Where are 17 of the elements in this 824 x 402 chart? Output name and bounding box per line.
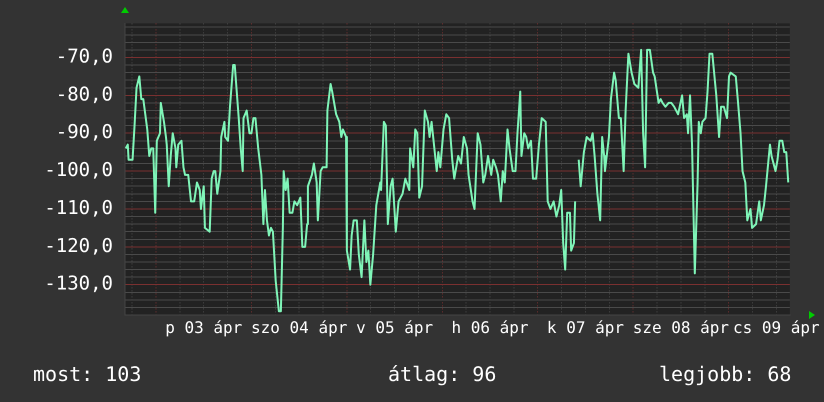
y-tick-label: -90,0 [56,121,113,144]
y-tick-label: -120,0 [44,234,113,257]
y-tick-label: -100,0 [44,159,113,182]
y-tick-label: -80,0 [56,83,113,106]
x-tick-label: h 06 ápr [452,318,529,337]
x-tick-label: sze 08 ápr [632,318,730,337]
x-tick-label: szo 04 ápr [251,318,348,337]
y-tick-label: -70,0 [56,45,113,68]
x-tick-label: k 07 ápr [546,318,624,337]
text: most: 103 [33,362,142,386]
x-tick-label: p 03 ápr [165,318,243,337]
text: átlag: 96 [388,362,496,386]
y-tick-label: -110,0 [44,196,113,219]
x-tick-label: v 05 ápr [356,318,434,337]
text: legjobb: 68 [659,362,792,386]
x-tick-label: cs 09 ápr [732,318,820,337]
y-tick-label: -130,0 [44,272,113,295]
